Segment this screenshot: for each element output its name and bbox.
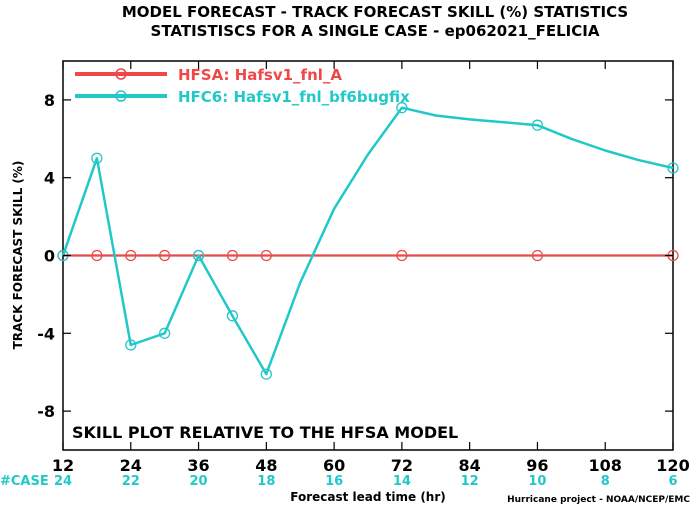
legend-label-hfc6: HFC6: Hafsv1_fnl_bf6bugfix	[178, 88, 410, 106]
data-point-hfc6	[396, 102, 408, 114]
case-count: 12	[461, 474, 479, 489]
data-point-hfc6	[192, 249, 205, 262]
data-point-hfc6	[91, 152, 103, 164]
data-point-hfc6	[531, 119, 544, 131]
case-count: 20	[190, 474, 208, 489]
data-point-hfsa	[91, 249, 103, 262]
case-count: 8	[601, 474, 610, 489]
legend-marker-hfsa	[115, 68, 127, 80]
y-tick-label: -8	[37, 402, 55, 421]
skill-annotation: SKILL PLOT RELATIVE TO THE HFSA MODEL	[72, 423, 458, 442]
x-tick-label: 36	[187, 456, 209, 475]
data-point-hfc6	[159, 327, 171, 339]
data-point-hfc6	[260, 368, 272, 380]
y-axis-label: TRACK FORECAST SKILL (%)	[11, 161, 25, 350]
data-point-hfsa	[260, 249, 272, 262]
data-point-hfc6	[667, 162, 679, 174]
case-count: 16	[325, 474, 343, 489]
data-point-hfsa	[226, 249, 239, 262]
data-point-hfsa	[531, 249, 544, 262]
y-tick-label: 4	[44, 169, 55, 188]
data-point-hfc6	[226, 310, 239, 322]
series-line-hfc6	[61, 106, 674, 376]
case-count: 24	[54, 474, 72, 489]
x-tick-label: 60	[323, 456, 345, 475]
x-tick-label: 84	[459, 456, 481, 475]
case-count: 10	[528, 474, 546, 489]
chart-subtitle: STATISTISCS FOR A SINGLE CASE - ep062021…	[151, 22, 600, 40]
data-point-hfsa	[396, 249, 408, 262]
data-point-hfsa	[125, 249, 137, 262]
x-axis-label: Forecast lead time (hr)	[290, 490, 446, 504]
x-tick-label: 72	[391, 456, 413, 475]
case-count: 14	[393, 474, 411, 489]
x-tick-label: 24	[120, 456, 142, 475]
x-tick-label: 96	[526, 456, 548, 475]
y-tick-label: 0	[44, 247, 55, 266]
footer-credit: Hurricane project - NOAA/NCEP/EMC	[507, 495, 690, 505]
x-tick-label: 120	[656, 456, 689, 475]
x-tick-label: 108	[589, 456, 622, 475]
data-point-hfsa	[159, 249, 171, 262]
legend-label-hfsa: HFSA: Hafsv1_fnl_A	[178, 66, 342, 84]
chart-title: MODEL FORECAST - TRACK FORECAST SKILL (%…	[122, 3, 628, 21]
x-tick-label: 12	[52, 456, 74, 475]
y-tick-label: -4	[37, 324, 55, 343]
x-tick-label: 48	[255, 456, 277, 475]
legend: HFSA: Hafsv1_fnl_A HFC6: Hafsv1_fnl_bf6b…	[75, 66, 410, 106]
legend-marker-hfc6	[115, 90, 127, 102]
case-count: 18	[257, 474, 275, 489]
case-count: 22	[122, 474, 140, 489]
case-label: #CASE	[0, 474, 49, 489]
case-count: 6	[668, 474, 677, 489]
y-tick-label: 8	[44, 91, 55, 110]
data-point-hfc6	[125, 339, 137, 351]
